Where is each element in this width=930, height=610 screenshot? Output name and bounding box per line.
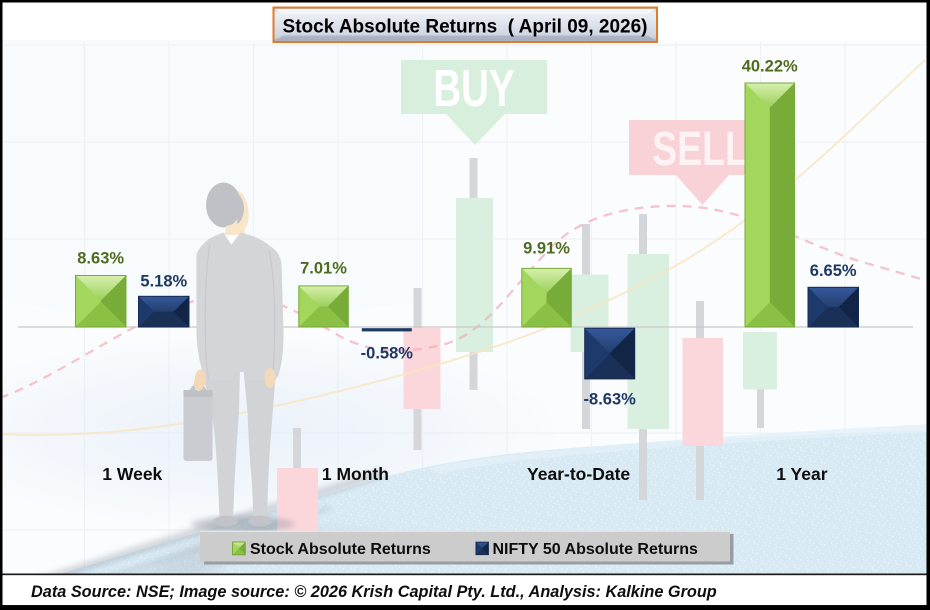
svg-text:7.01%: 7.01% [300,260,347,278]
svg-text:1 Year: 1 Year [776,464,827,484]
svg-text:8.63%: 8.63% [77,250,124,268]
svg-text:1 Month: 1 Month [322,464,389,484]
svg-text:-8.63%: -8.63% [584,391,637,409]
svg-text:-0.58%: -0.58% [361,345,414,363]
svg-text:Data Source: NSE; Image source: Data Source: NSE; Image source: © 2026 K… [31,583,717,601]
svg-text:9.91%: 9.91% [523,240,570,258]
svg-text:BUY: BUY [433,59,514,117]
svg-text:Stock Absolute Returns: Stock Absolute Returns [250,541,431,558]
svg-text:5.18%: 5.18% [140,273,187,291]
svg-text:1 Week: 1 Week [102,464,162,484]
svg-text:Stock Absolute Returns ( Apri: Stock Absolute Returns ( April 09, 2026) [283,17,648,38]
svg-text:SELL: SELL [652,123,748,177]
svg-text:Year-to-Date: Year-to-Date [527,464,630,484]
svg-text:6.65%: 6.65% [810,262,857,280]
svg-text:NIFTY 50 Absolute Returns: NIFTY 50 Absolute Returns [493,541,698,558]
svg-text:40.22%: 40.22% [742,58,798,76]
